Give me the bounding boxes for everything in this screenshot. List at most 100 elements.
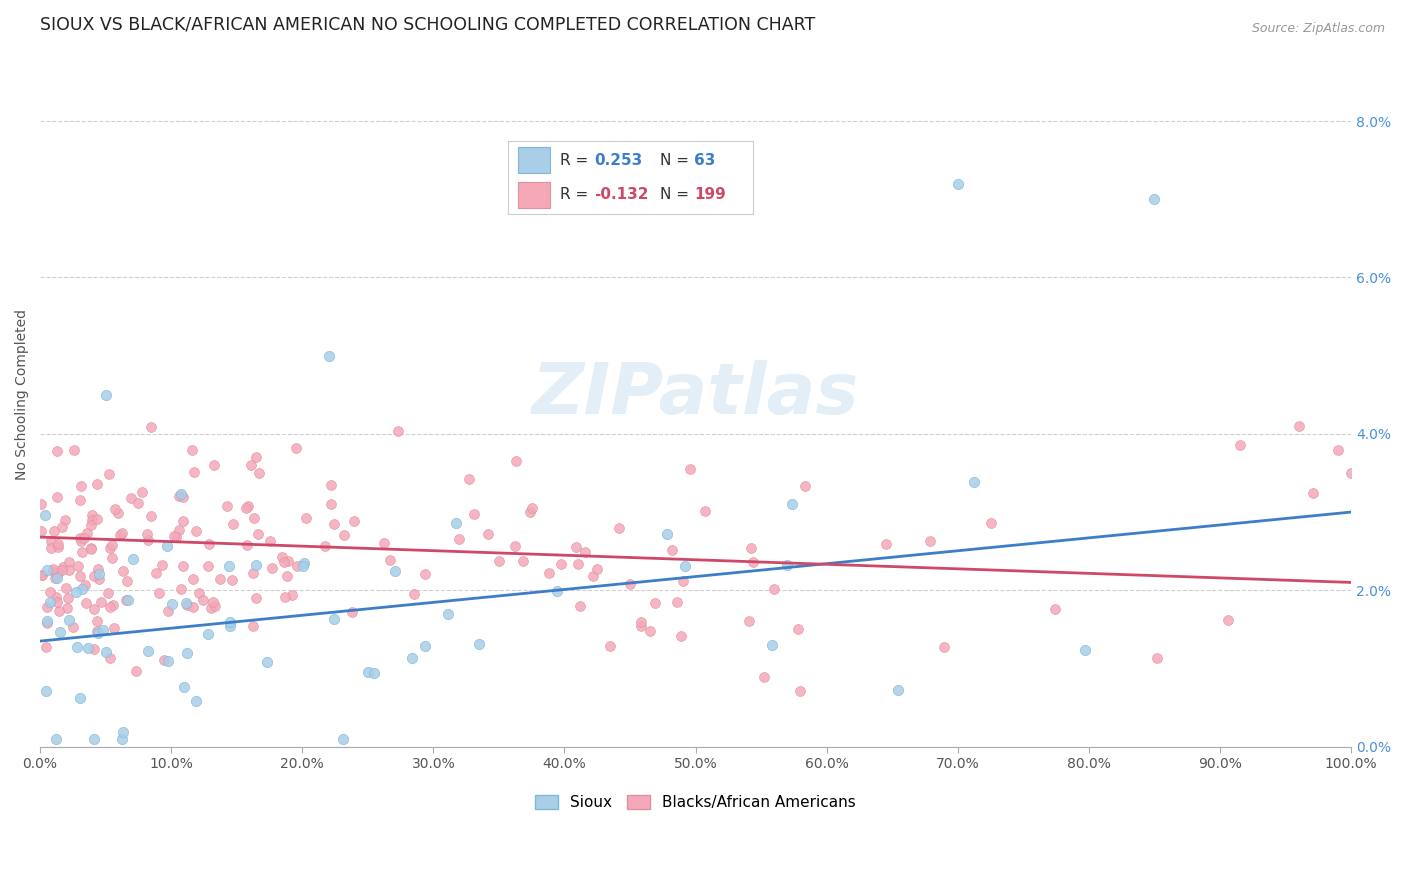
Point [35, 684, 58, 698]
Point [321, 478, 343, 492]
Point [550, 557, 572, 571]
Point [86, 476, 108, 491]
Point [630, 619, 652, 633]
Point [188, 586, 211, 600]
Point [53, 514, 76, 528]
Text: N =: N = [659, 187, 689, 202]
Point [138, 533, 160, 547]
Point [217, 499, 239, 513]
Point [46, 595, 69, 609]
Point [180, 442, 202, 457]
Point [117, 592, 139, 607]
Point [31, 524, 53, 539]
Point [183, 465, 205, 479]
Point [167, 523, 190, 537]
Point [44, 571, 66, 585]
Point [89, 567, 111, 582]
Point [46, 571, 69, 585]
Point [98, 599, 121, 614]
Point [45, 731, 67, 746]
Point [34, 508, 56, 522]
Point [150, 558, 173, 572]
Point [200, 600, 222, 615]
Point [91, 623, 114, 637]
Point [512, 553, 534, 567]
Point [101, 538, 124, 552]
Point [786, 622, 808, 636]
Point [76, 526, 98, 541]
Point [218, 615, 240, 630]
Point [101, 598, 124, 612]
Text: R =: R = [560, 153, 588, 168]
Point [1143, 192, 1166, 206]
Point [58, 555, 80, 569]
Point [202, 458, 225, 473]
Point [111, 731, 134, 746]
Point [111, 724, 134, 739]
Point [242, 618, 264, 632]
Point [72, 531, 94, 545]
Point [599, 640, 621, 654]
Point [46, 444, 69, 458]
Point [537, 566, 560, 580]
Point [197, 559, 219, 574]
Point [323, 517, 346, 532]
Point [468, 636, 491, 650]
Text: 0.253: 0.253 [593, 153, 643, 168]
Point [287, 559, 309, 574]
Point [124, 664, 146, 678]
Point [638, 624, 661, 639]
Point [245, 558, 267, 573]
Point [153, 653, 176, 667]
Point [51, 520, 73, 534]
Point [333, 528, 356, 542]
Point [37, 616, 59, 631]
Point [679, 462, 702, 476]
Point [163, 528, 186, 542]
Text: SIOUX VS BLACK/AFRICAN AMERICAN NO SCHOOLING COMPLETED CORRELATION CHART: SIOUX VS BLACK/AFRICAN AMERICAN NO SCHOO… [41, 15, 815, 33]
Point [665, 595, 688, 609]
Point [181, 573, 204, 587]
Point [66, 640, 89, 655]
Point [218, 559, 240, 574]
Point [39, 541, 62, 555]
Point [86, 624, 108, 638]
Point [104, 501, 127, 516]
Point [235, 500, 257, 515]
Point [79, 518, 101, 533]
Point [165, 530, 187, 544]
Point [58, 563, 80, 577]
Point [276, 569, 298, 583]
Point [48, 604, 70, 618]
Point [160, 597, 183, 611]
Point [136, 527, 159, 541]
Point [285, 441, 308, 455]
Point [56, 591, 79, 605]
Point [404, 587, 426, 601]
Point [70, 534, 93, 549]
Point [793, 478, 815, 492]
Point [170, 582, 193, 596]
Point [488, 554, 510, 568]
Point [295, 511, 318, 525]
Point [413, 567, 436, 582]
Point [738, 614, 761, 628]
Point [520, 500, 543, 515]
Point [761, 638, 783, 652]
Point [644, 596, 666, 610]
Point [176, 599, 198, 613]
Point [34, 640, 56, 654]
Point [243, 511, 266, 525]
Point [46, 491, 69, 505]
Point [183, 599, 205, 614]
Point [103, 621, 125, 635]
Point [69, 492, 91, 507]
Point [49, 624, 72, 639]
Point [156, 539, 179, 553]
Point [83, 569, 105, 583]
Point [37, 563, 59, 577]
Point [202, 595, 225, 609]
Point [75, 596, 97, 610]
Point [69, 569, 91, 583]
Point [127, 496, 149, 510]
